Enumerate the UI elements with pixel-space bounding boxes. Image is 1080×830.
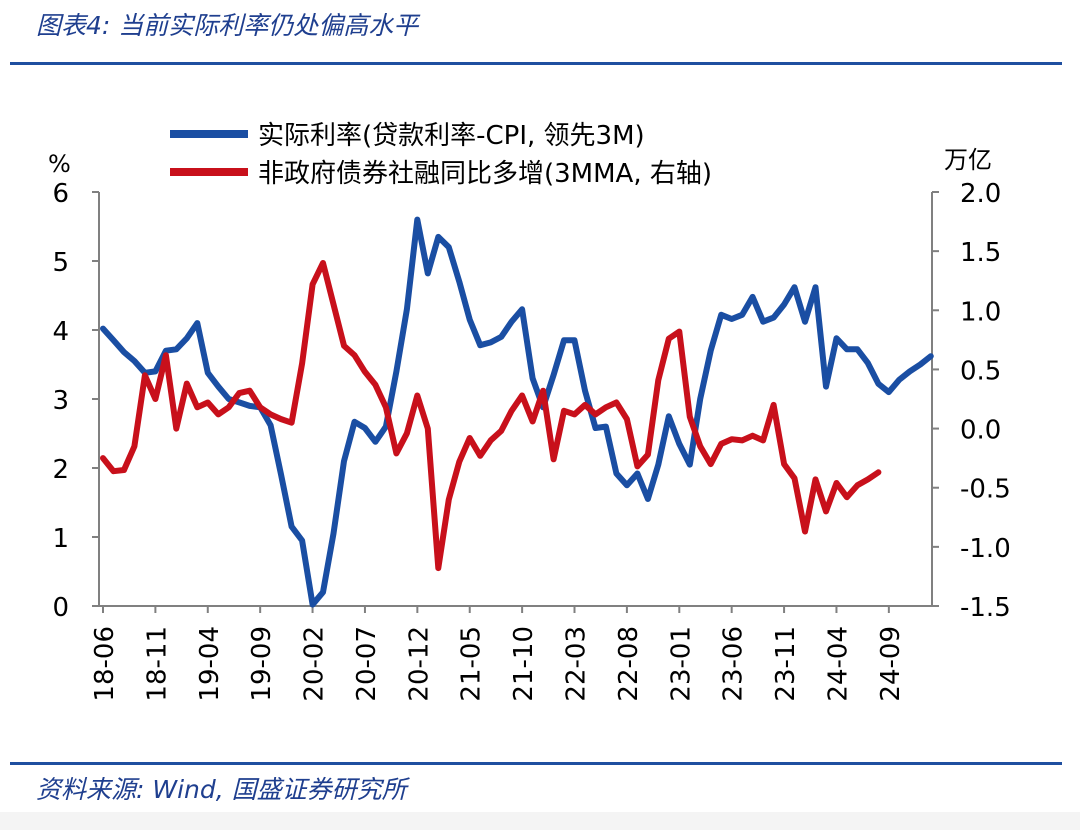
source-note: 资料来源: Wind, 国盛证券研究所: [36, 775, 407, 804]
right-tick-label: 0.0: [960, 416, 1001, 446]
x-tick-label: 23-01: [666, 626, 696, 702]
line-chart: 实际利率(贷款利率-CPI, 领先3M) 非政府债券社融同比多增(3MMA, 右…: [48, 121, 1011, 702]
right-tick-label: 2.0: [960, 179, 1001, 209]
left-tick-label: 3: [52, 386, 69, 416]
left-tick-label: 4: [52, 317, 69, 347]
chart-legend: 实际利率(贷款利率-CPI, 领先3M) 非政府债券社融同比多增(3MMA, 右…: [170, 121, 712, 189]
x-tick-label: 20-02: [300, 626, 330, 702]
figure-title: 图表4: 当前实际利率仍处偏高水平: [36, 11, 419, 40]
header-divider: [10, 62, 1062, 65]
footer-divider: [10, 762, 1062, 765]
legend-label-tsf: 非政府债券社融同比多增(3MMA, 右轴): [258, 159, 712, 189]
left-tick-label: 2: [52, 455, 69, 485]
left-tick-label: 6: [52, 179, 69, 209]
x-tick-label: 23-06: [719, 626, 749, 702]
left-tick-label: 0: [52, 593, 69, 623]
chart-axes: 0 1 2 3 4 5 6 -1.5 -1.0 -0.5 0.0 0.5 1.0 1.5 2.0 18-06 1…: [52, 179, 1010, 702]
right-tick-label: -0.5: [960, 475, 1011, 505]
x-tick-label: 19-09: [247, 626, 277, 702]
left-tick-label: 5: [52, 248, 69, 278]
x-tick-label: 20-12: [404, 626, 434, 702]
right-tick-label: 1.5: [960, 238, 1001, 268]
x-tick-label: 23-11: [771, 626, 801, 702]
left-tick-label: 1: [52, 524, 69, 554]
right-tick-label: -1.0: [960, 534, 1011, 564]
tsf-growth-line: [100, 260, 882, 572]
right-tick-label: 1.0: [960, 297, 1001, 327]
x-tick-label: 24-09: [876, 626, 906, 702]
x-tick-label: 18-06: [90, 626, 120, 702]
right-tick-label: -1.5: [960, 593, 1011, 623]
right-tick-label: 0.5: [960, 356, 1001, 386]
chart-series: [100, 216, 934, 608]
x-tick-label: 22-08: [614, 626, 644, 702]
x-tick-label: 20-07: [352, 626, 382, 702]
legend-label-real-rate: 实际利率(贷款利率-CPI, 领先3M): [258, 121, 645, 151]
x-tick-label: 21-05: [457, 626, 487, 702]
bottom-margin: [0, 812, 1080, 830]
x-tick-label: 18-11: [142, 626, 172, 702]
left-axis-unit: %: [48, 150, 71, 178]
x-tick-label: 24-04: [823, 626, 853, 702]
right-axis-unit: 万亿: [944, 146, 992, 174]
x-tick-label: 21-10: [509, 626, 539, 702]
x-tick-label: 22-03: [562, 626, 592, 702]
x-tick-label: 19-04: [195, 626, 225, 702]
real-rate-line: [100, 216, 934, 608]
